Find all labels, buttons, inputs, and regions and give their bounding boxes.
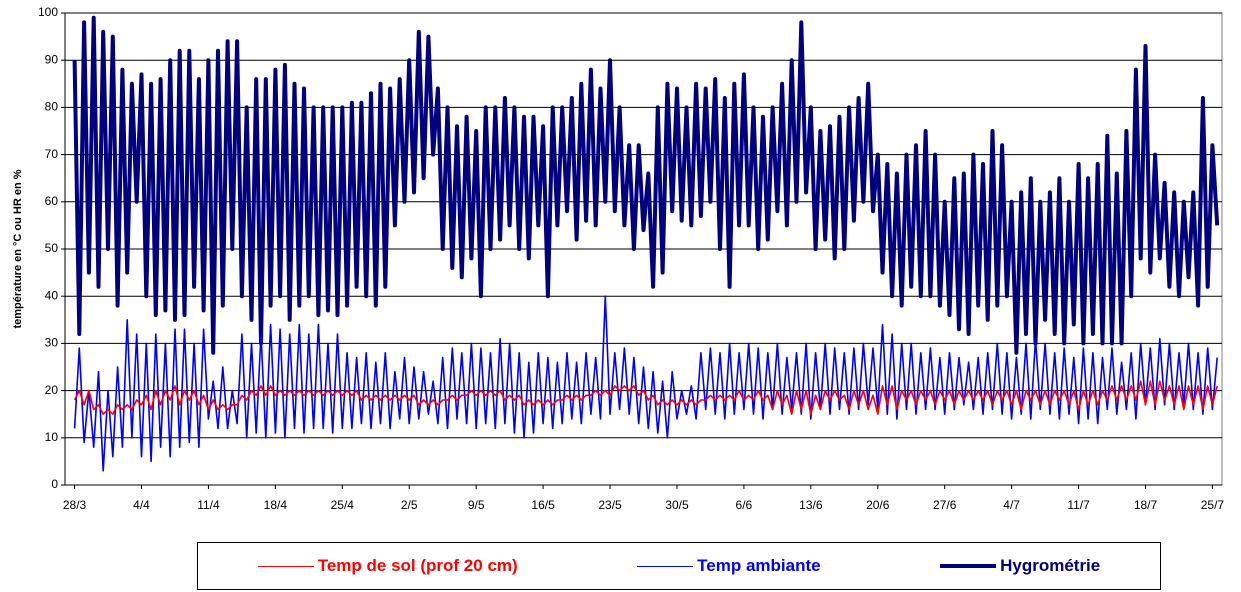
legend-swatch	[257, 565, 314, 567]
y-tick-label: 80	[45, 100, 59, 114]
legend-item: Temp de sol (prof 20 cm)	[257, 556, 518, 576]
x-tick-label: 25/7	[1201, 498, 1225, 512]
y-tick-label: 40	[45, 288, 59, 302]
x-tick-label: 27/6	[933, 498, 957, 512]
x-tick-label: 25/4	[331, 498, 355, 512]
x-tick-label: 11/7	[1067, 498, 1090, 512]
series-line	[72, 15, 1220, 355]
y-tick-label: 10	[45, 430, 59, 444]
y-tick-label: 0	[51, 477, 58, 491]
y-tick-label: 20	[45, 383, 59, 397]
legend-swatch	[940, 564, 997, 568]
y-tick-label: 30	[45, 336, 59, 350]
legend-label: Temp ambiante	[697, 556, 821, 575]
y-tick-label: 90	[45, 52, 59, 66]
x-tick-label: 11/4	[197, 498, 220, 512]
legend-swatch	[637, 565, 694, 567]
chart: température en °C ou HR en % 0 10 20 30 40 50…	[12, 5, 1225, 512]
x-tick-label: 18/7	[1134, 498, 1158, 512]
legend-label: Hygrométrie	[1000, 556, 1101, 575]
series-line	[73, 380, 1218, 415]
x-tick-label: 4/7	[1003, 498, 1020, 512]
legend: Temp de sol (prof 20 cm) Temp ambiante Hyg…	[197, 542, 1161, 590]
x-tick-label: 4/4	[133, 498, 150, 512]
x-tick-label: 6/6	[736, 498, 753, 512]
legend-label: Temp de sol (prof 20 cm)	[317, 556, 518, 575]
x-tick-label: 2/5	[401, 498, 418, 512]
x-tick-label: 16/5	[531, 498, 555, 512]
x-tick-label: 9/5	[468, 498, 485, 512]
x-tick-label: 28/3	[63, 498, 87, 512]
y-tick-label: 50	[45, 241, 59, 255]
x-tick-label: 18/4	[264, 498, 288, 512]
series-line	[73, 295, 1218, 472]
y-tick-label: 70	[45, 147, 59, 161]
y-tick-label: 100	[38, 5, 58, 19]
x-tick-label: 13/6	[799, 498, 823, 512]
x-tick-label: 20/6	[866, 498, 890, 512]
legend-item: Temp ambiante	[637, 556, 821, 576]
y-tick-label: 60	[45, 194, 59, 208]
x-tick-label: 23/5	[598, 498, 622, 512]
legend-item: Hygrométrie	[940, 556, 1100, 576]
x-tick-label: 30/5	[665, 498, 689, 512]
y-axis-title: température en °C ou HR en %	[12, 169, 24, 328]
